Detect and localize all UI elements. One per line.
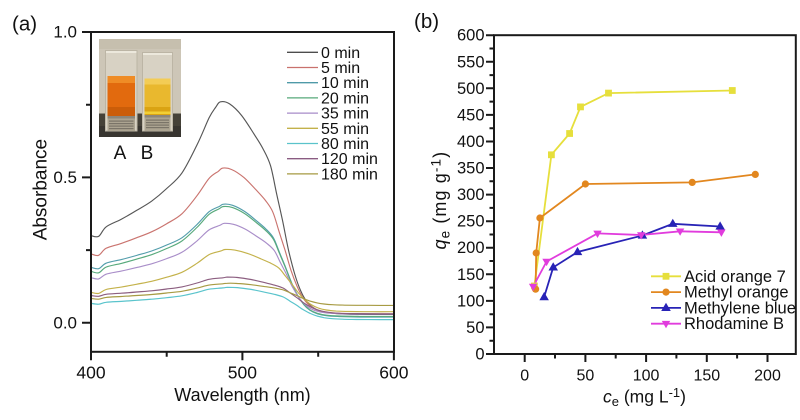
svg-text:10 min: 10 min (321, 75, 369, 92)
svg-text:ce (mg L-1): ce (mg L-1) (603, 385, 686, 409)
svg-text:0.0: 0.0 (53, 313, 77, 332)
svg-text:Rhodamine B: Rhodamine B (684, 315, 784, 333)
svg-text:Acid orange 7: Acid orange 7 (684, 268, 786, 286)
svg-text:500: 500 (457, 80, 485, 98)
svg-text:150: 150 (457, 266, 485, 284)
svg-text:50: 50 (577, 368, 595, 385)
svg-text:200: 200 (457, 239, 485, 257)
svg-text:50: 50 (466, 319, 484, 337)
svg-text:B: B (141, 143, 154, 164)
svg-text:Methylene blue: Methylene blue (684, 299, 796, 317)
svg-text:100: 100 (457, 292, 485, 310)
svg-text:120 min: 120 min (321, 151, 378, 168)
svg-text:A: A (114, 143, 127, 164)
svg-text:600: 600 (379, 363, 408, 383)
svg-text:Absorbance: Absorbance (31, 139, 52, 240)
svg-text:(a): (a) (12, 13, 37, 36)
svg-text:Wavelength (nm): Wavelength (nm) (174, 385, 310, 405)
svg-text:100: 100 (633, 368, 660, 385)
svg-text:0: 0 (475, 346, 484, 364)
svg-text:500: 500 (228, 363, 257, 383)
svg-text:600: 600 (457, 27, 485, 45)
svg-text:5 min: 5 min (321, 60, 360, 77)
svg-text:1.0: 1.0 (53, 23, 77, 42)
svg-text:150: 150 (693, 368, 720, 385)
svg-text:80 min: 80 min (321, 136, 369, 153)
svg-text:200: 200 (754, 368, 781, 385)
svg-text:400: 400 (76, 363, 105, 383)
svg-text:55 min: 55 min (321, 121, 369, 138)
svg-text:250: 250 (457, 213, 485, 231)
svg-text:450: 450 (457, 106, 485, 124)
svg-text:0: 0 (520, 368, 529, 385)
svg-text:180 min: 180 min (321, 166, 378, 183)
svg-text:400: 400 (457, 133, 485, 151)
svg-text:300: 300 (457, 186, 485, 204)
svg-text:Methyl orange: Methyl orange (684, 284, 789, 302)
svg-text:550: 550 (457, 53, 485, 71)
svg-text:20 min: 20 min (321, 90, 369, 107)
svg-text:0 min: 0 min (321, 45, 360, 62)
svg-text:350: 350 (457, 160, 485, 178)
svg-text:qe (mg g-1): qe (mg g-1) (429, 151, 453, 250)
svg-text:0.5: 0.5 (53, 168, 77, 187)
svg-text:(b): (b) (414, 10, 439, 33)
svg-text:35 min: 35 min (321, 106, 369, 123)
